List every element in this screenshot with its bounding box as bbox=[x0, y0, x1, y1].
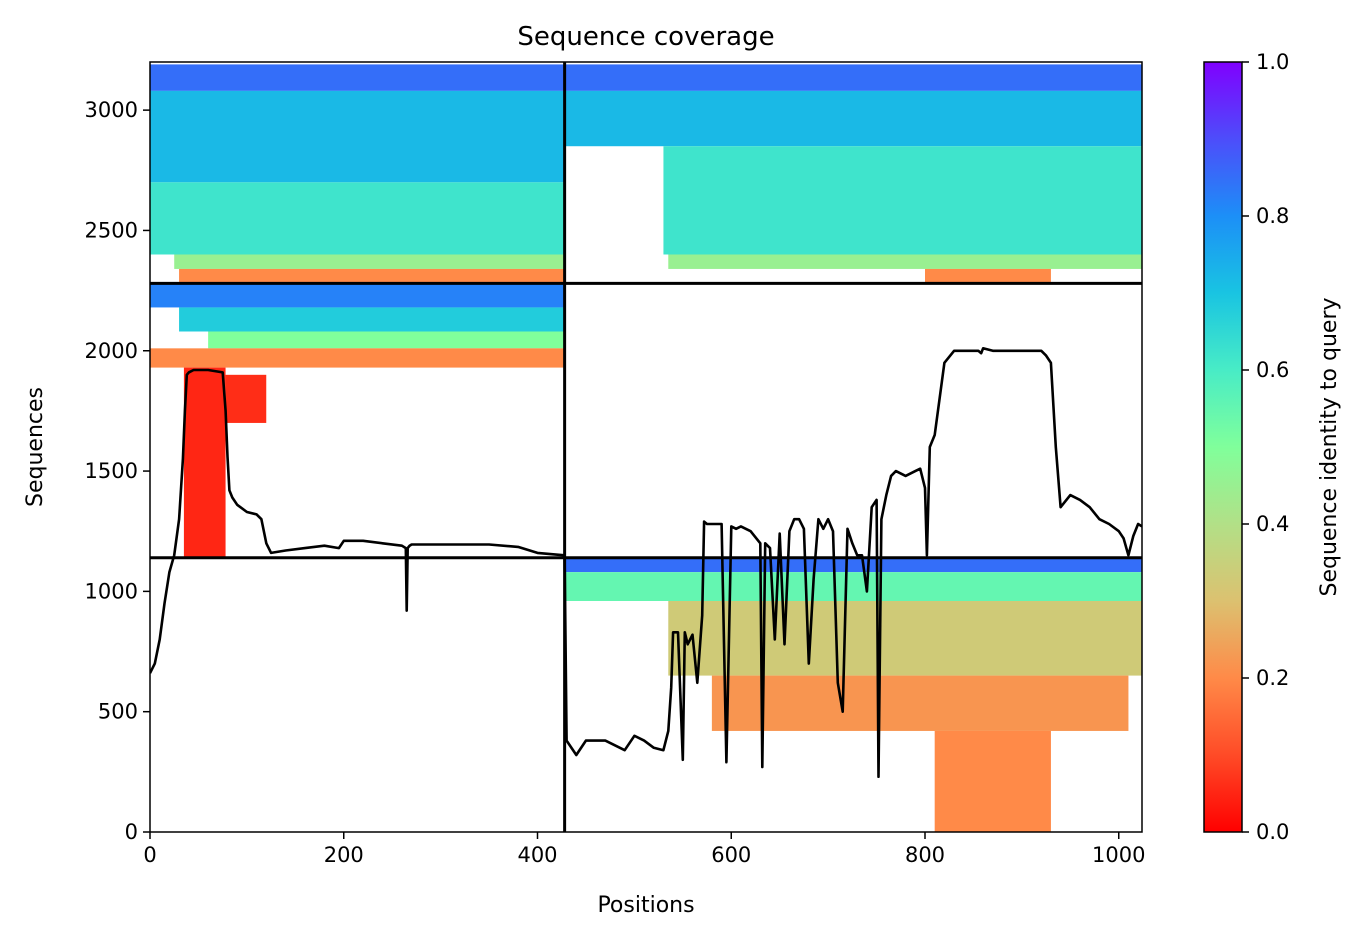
chart-title: Sequence coverage bbox=[517, 22, 774, 52]
coverage-band bbox=[150, 90, 565, 183]
coverage-band bbox=[150, 348, 565, 368]
y-tick-label: 0 bbox=[125, 820, 138, 844]
x-tick-label: 0 bbox=[143, 843, 156, 867]
plot-frame bbox=[149, 61, 1143, 833]
block-dividers bbox=[150, 62, 1142, 832]
coverage-line bbox=[150, 347, 1142, 778]
colorbar bbox=[1203, 61, 1243, 833]
coverage-band bbox=[150, 64, 565, 91]
colorbar-ticks: 0.0 0.2 0.4 0.6 0.8 1.0 bbox=[1242, 50, 1289, 844]
coverage-band bbox=[150, 283, 565, 308]
x-tick-label: 200 bbox=[324, 843, 364, 867]
colorbar-label: Sequence identity to query bbox=[1317, 297, 1342, 596]
colorbar-tick-label: 1.0 bbox=[1256, 50, 1289, 74]
colorbar-tick-label: 0.2 bbox=[1256, 666, 1289, 690]
coverage-band bbox=[925, 268, 1051, 283]
y-tick-label: 500 bbox=[98, 700, 138, 724]
coverage-band bbox=[564, 90, 1142, 147]
y-axis-label: Sequences bbox=[23, 387, 48, 507]
coverage-band bbox=[183, 367, 226, 558]
y-tick-label: 1000 bbox=[85, 579, 138, 603]
x-axis-label: Positions bbox=[597, 893, 694, 918]
x-axis-ticks: 0 200 400 600 800 1000 bbox=[143, 832, 1145, 867]
coverage-band bbox=[663, 146, 1142, 255]
coverage-band bbox=[150, 182, 565, 255]
y-tick-label: 2500 bbox=[85, 218, 138, 242]
colorbar-tick-label: 0.6 bbox=[1256, 358, 1289, 382]
y-axis-ticks: 0 500 1000 1500 2000 2500 3000 bbox=[85, 98, 150, 844]
coverage-band bbox=[179, 268, 565, 283]
y-tick-label: 2000 bbox=[85, 339, 138, 363]
coverage-band bbox=[668, 254, 1142, 269]
coverage-band bbox=[711, 675, 1129, 731]
x-tick-label: 600 bbox=[711, 843, 751, 867]
coverage-band bbox=[174, 254, 565, 269]
y-tick-label: 3000 bbox=[85, 98, 138, 122]
colorbar-tick-label: 0.8 bbox=[1256, 204, 1289, 228]
colorbar-tick-label: 0.0 bbox=[1256, 820, 1289, 844]
x-tick-label: 1000 bbox=[1092, 843, 1145, 867]
coverage-band bbox=[564, 557, 1142, 573]
colorbar-tick-label: 0.4 bbox=[1256, 512, 1289, 536]
coverage-band bbox=[564, 572, 1142, 601]
coverage-band bbox=[208, 331, 565, 349]
coverage-band bbox=[564, 64, 1142, 91]
coverage-band bbox=[225, 374, 267, 423]
y-tick-label: 1500 bbox=[85, 459, 138, 483]
coverage-band bbox=[179, 307, 565, 332]
x-tick-label: 400 bbox=[517, 843, 557, 867]
coverage-band bbox=[668, 601, 1142, 676]
coverage-band bbox=[934, 730, 1051, 832]
x-tick-label: 800 bbox=[905, 843, 945, 867]
coverage-heatmap bbox=[150, 64, 1142, 832]
